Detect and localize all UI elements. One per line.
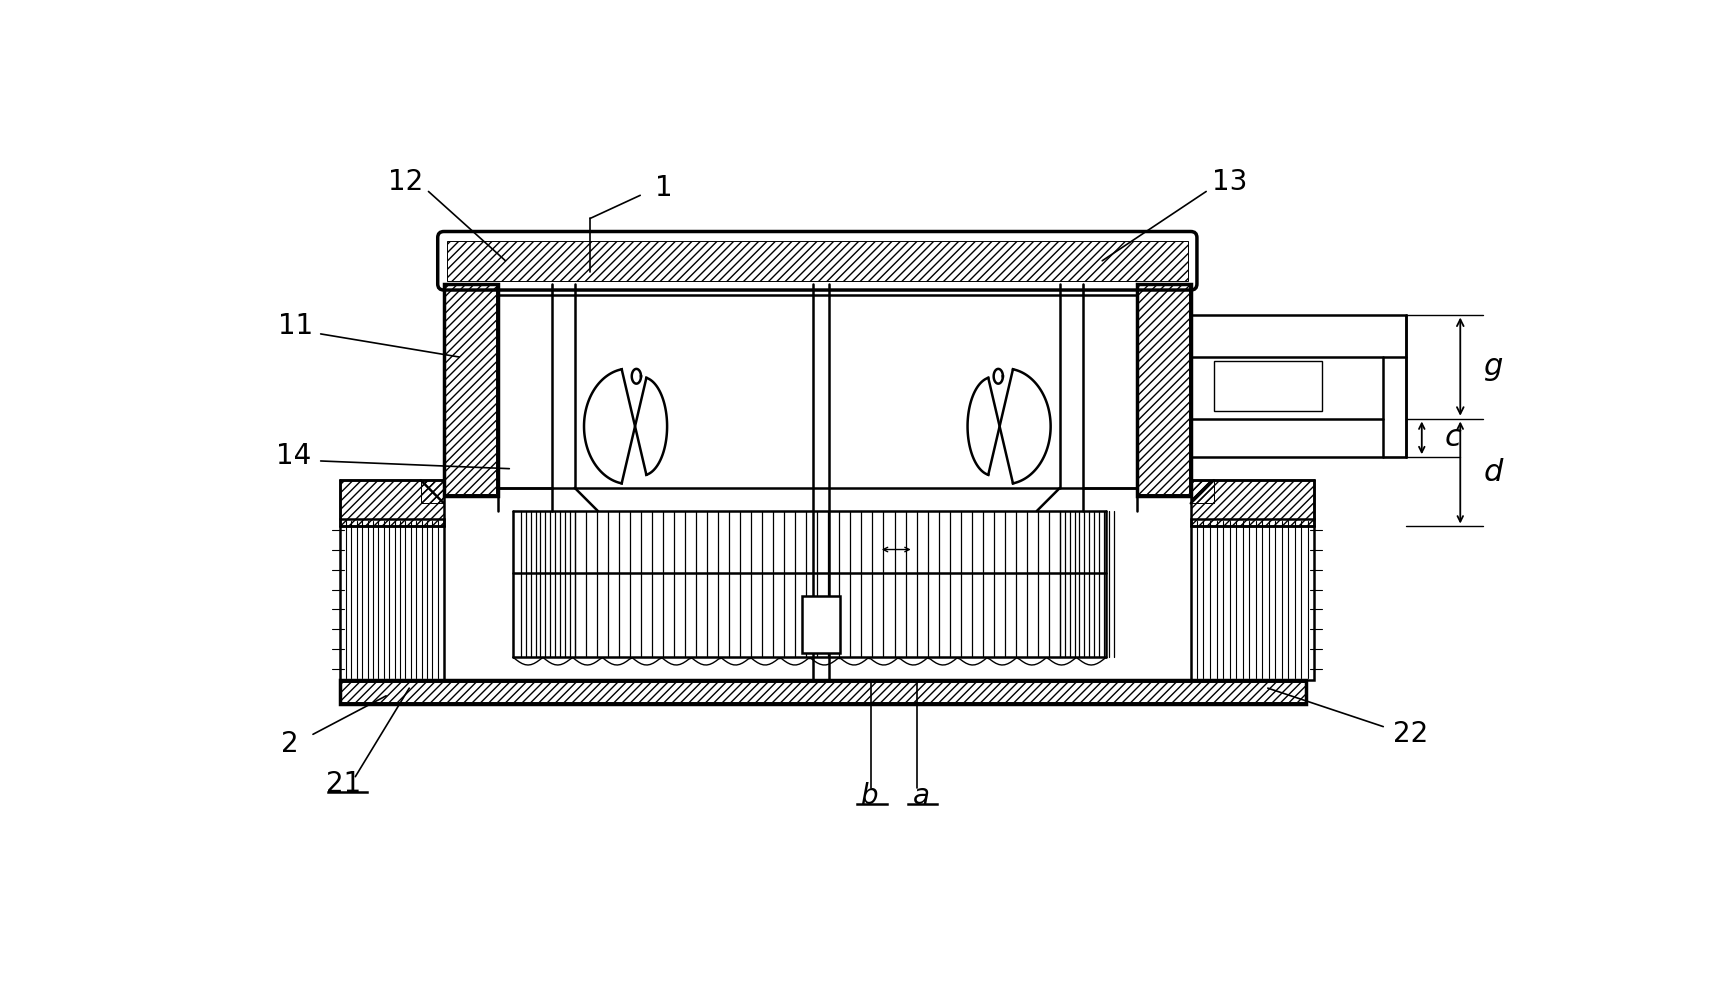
Text: 12: 12 bbox=[388, 169, 424, 196]
Bar bbox=[341, 682, 1304, 702]
Bar bbox=[803, 596, 841, 654]
Bar bbox=[339, 519, 445, 680]
Bar bbox=[339, 680, 1306, 704]
Bar bbox=[1190, 519, 1315, 680]
Text: b: b bbox=[862, 782, 879, 810]
Text: 2: 2 bbox=[280, 730, 299, 757]
Text: 1: 1 bbox=[654, 174, 673, 201]
Bar bbox=[1190, 480, 1315, 527]
Bar bbox=[420, 480, 445, 503]
Text: 13: 13 bbox=[1211, 169, 1247, 196]
Bar bbox=[1190, 315, 1406, 458]
Text: c: c bbox=[1445, 423, 1462, 453]
Bar bbox=[339, 480, 445, 527]
Bar bbox=[1137, 284, 1190, 496]
Text: 21: 21 bbox=[327, 770, 362, 799]
Text: a: a bbox=[913, 782, 929, 810]
Bar bbox=[1214, 361, 1322, 411]
Bar bbox=[446, 241, 1189, 281]
Text: 14: 14 bbox=[277, 442, 311, 469]
Bar bbox=[445, 284, 498, 496]
Text: d: d bbox=[1483, 458, 1503, 487]
Bar bbox=[1138, 285, 1189, 494]
Bar bbox=[339, 480, 445, 527]
Bar bbox=[1190, 480, 1315, 527]
Bar bbox=[445, 285, 497, 494]
Text: 22: 22 bbox=[1393, 721, 1427, 748]
Text: 11: 11 bbox=[279, 313, 313, 340]
Text: g: g bbox=[1483, 352, 1503, 382]
Bar bbox=[1190, 480, 1214, 503]
